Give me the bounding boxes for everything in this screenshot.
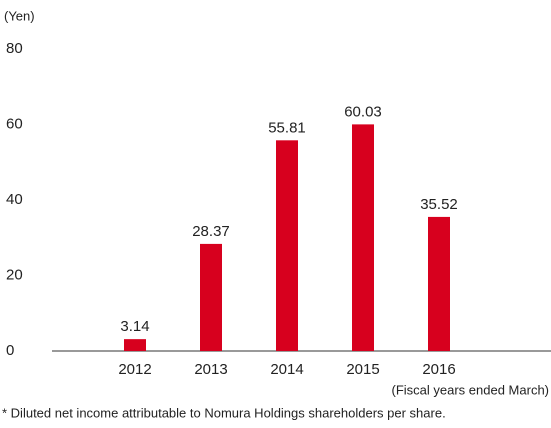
x-tick-label: 2015: [346, 361, 379, 378]
x-tick-label: 2012: [118, 361, 151, 378]
data-label: 28.37: [192, 223, 230, 240]
y-tick-label: 40: [6, 191, 23, 208]
x-tick-label: 2014: [270, 361, 303, 378]
data-label: 35.52: [420, 196, 458, 213]
data-label: 60.03: [344, 103, 382, 120]
bar: [352, 124, 374, 351]
y-tick-label: 20: [6, 266, 23, 283]
bar: [124, 339, 146, 351]
bar: [276, 140, 298, 351]
bar: [200, 243, 222, 351]
data-label: 55.81: [268, 119, 306, 136]
x-axis-label: (Fiscal years ended March): [392, 382, 550, 397]
bar: [428, 216, 450, 351]
y-tick-label: 60: [6, 115, 23, 132]
y-axis-label: (Yen): [4, 8, 35, 23]
footnote: * Diluted net income attributable to Nom…: [2, 405, 446, 420]
x-tick-label: 2016: [422, 361, 455, 378]
y-tick-label: 0: [6, 342, 14, 359]
x-tick-label: 2013: [194, 361, 227, 378]
data-label: 3.14: [120, 318, 149, 335]
y-tick-label: 80: [6, 40, 23, 57]
